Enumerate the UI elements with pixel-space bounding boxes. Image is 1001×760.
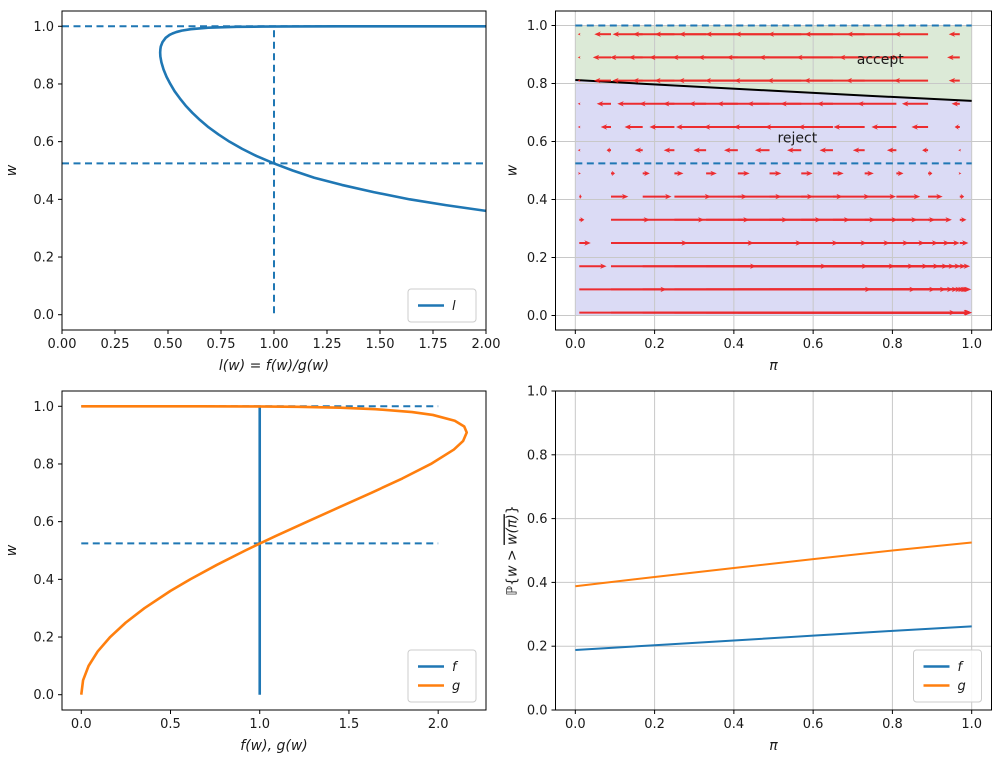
- y-tick-label: 0.6: [33, 135, 54, 150]
- x-axis-label: l(w) = f(w)/g(w): [219, 358, 329, 374]
- y-tick-label: 0.6: [33, 515, 54, 530]
- panel-top-left: 0.00 0.25 0.50 0.75 1.00 1.25 1.50 1.75 2.00 0.0 0…: [0, 0, 500, 380]
- panel-background: [0, 0, 500, 380]
- series-prob-f: [575, 625, 972, 652]
- y-tick-label: 0.4: [33, 193, 54, 208]
- y-tick-label: 0.4: [527, 576, 548, 591]
- legend: l: [407, 288, 477, 323]
- legend-label-l: l: [452, 299, 456, 314]
- accept-label: accept: [857, 52, 904, 68]
- series-prob-g: [575, 541, 972, 588]
- x-tick-label: 0.4: [724, 337, 745, 352]
- y-tick-label: 0.6: [527, 512, 548, 527]
- chart-top-left: 0.00 0.25 0.50 0.75 1.00 1.25 1.50 1.75 2.00 0.0 0…: [0, 0, 500, 380]
- y-tick-label: 0.0: [527, 704, 548, 719]
- panel-bottom-right: 0.0 0.2 0.4 0.6 0.8 1.0 0.0 0.2 0.4 0.6 0.8 1.0 π ℙ{w…: [500, 380, 1001, 760]
- y-tick-label: 0.2: [527, 640, 548, 655]
- axis-ticks: 0.0 0.2 0.4 0.6 0.8 1.0 0.0 0.2 0.4 0.6 0.8 1.0: [527, 19, 982, 352]
- panel-background: [0, 380, 500, 760]
- x-tick-label: 0.8: [882, 717, 903, 732]
- x-axis-label: π: [769, 738, 778, 754]
- axes-spines: [555, 390, 992, 711]
- x-tick-label: 0.0: [71, 717, 92, 732]
- legend: fg: [913, 649, 982, 703]
- y-tick-label: 1.0: [527, 19, 548, 34]
- axis-ticks: 0.00 0.25 0.50 0.75 1.00 1.25 1.50 1.75 2.00 0.0 0…: [33, 20, 500, 352]
- x-tick-label: 1.0: [961, 717, 982, 732]
- x-tick-label: 0.75: [207, 337, 236, 352]
- axes-spines: [61, 390, 487, 711]
- y-tick-label: 0.8: [527, 448, 548, 463]
- series-layer: [79, 404, 469, 695]
- x-tick-label: 0.8: [882, 337, 903, 352]
- y-tick-label: 0.8: [33, 457, 54, 472]
- x-tick-label: 2.00: [472, 337, 500, 352]
- axes-spines: [555, 10, 992, 331]
- series-layer: [575, 24, 972, 165]
- y-tick-label: 0.0: [527, 309, 548, 324]
- x-tick-label: 1.00: [260, 337, 289, 352]
- axis-ticks: 0.0 0.5 1.0 1.5 2.0 0.0 0.2 0.4 0.6 0.8 1.0: [33, 400, 448, 732]
- x-tick-label: 0.6: [803, 337, 824, 352]
- y-tick-label: 0.4: [33, 573, 54, 588]
- axis-ticks: 0.0 0.2 0.4 0.6 0.8 1.0 0.0 0.2 0.4 0.6 0.8 1.0: [527, 385, 982, 733]
- x-tick-label: 0.4: [724, 717, 745, 732]
- y-axis-label: w: [4, 544, 20, 556]
- x-tick-label: 0.5: [160, 717, 181, 732]
- y-tick-label: 0.4: [527, 193, 548, 208]
- x-tick-label: 0.6: [803, 717, 824, 732]
- accept-region: [575, 25, 972, 101]
- x-tick-label: 2.0: [428, 717, 449, 732]
- y-tick-label: 0.8: [527, 77, 548, 92]
- x-tick-label: 0.25: [101, 337, 130, 352]
- panel-top-right: accept reject 0.0 0.2 0.4 0.6 0.8 1.0 0.0 0.2 0.4 0…: [500, 0, 1001, 380]
- x-tick-label: 1.25: [313, 337, 342, 352]
- series-layer: [62, 24, 486, 314]
- x-tick-label: 0.0: [565, 717, 586, 732]
- y-tick-label: 0.0: [33, 308, 54, 323]
- y-tick-label: 0.6: [527, 135, 548, 150]
- x-tick-label: 1.75: [419, 337, 448, 352]
- y-tick-label: 1.0: [33, 400, 54, 415]
- x-tick-label: 1.5: [339, 717, 360, 732]
- x-tick-label: 1.0: [249, 717, 270, 732]
- x-tick-label: 0.50: [154, 337, 183, 352]
- legend-label-f: f: [958, 660, 965, 675]
- chart-bottom-right: 0.0 0.2 0.4 0.6 0.8 1.0 0.0 0.2 0.4 0.6 0.8 1.0 π ℙ{w…: [500, 380, 1001, 760]
- reject-region: [575, 80, 972, 316]
- x-tick-label: 0.2: [644, 337, 665, 352]
- series-layer: [575, 541, 972, 652]
- y-axis-label: w: [505, 164, 521, 176]
- quiver-layer: [577, 31, 972, 316]
- series-g-density: [79, 404, 469, 695]
- x-axis-label: π: [769, 358, 778, 374]
- series-threshold-wbar: [575, 79, 972, 102]
- series-l-curve: [158, 24, 486, 213]
- legend-label-g: g: [452, 679, 460, 694]
- y-axis-label: ℙ{w > w(π)}: [505, 505, 521, 596]
- y-tick-label: 0.2: [33, 631, 54, 646]
- x-tick-label: 0.0: [565, 337, 586, 352]
- legend-label-f: f: [452, 660, 459, 675]
- chart-bottom-left: 0.0 0.5 1.0 1.5 2.0 0.0 0.2 0.4 0.6 0.8 1.0 f(w), g…: [0, 380, 500, 760]
- legend: fg: [407, 649, 477, 703]
- y-tick-label: 0.0: [33, 688, 54, 703]
- x-tick-label: 0.2: [644, 717, 665, 732]
- x-tick-label: 1.50: [366, 337, 395, 352]
- x-axis-label: f(w), g(w): [240, 738, 307, 754]
- y-tick-label: 0.2: [33, 251, 54, 266]
- x-tick-label: 0.00: [48, 337, 77, 352]
- panel-bottom-left: 0.0 0.5 1.0 1.5 2.0 0.0 0.2 0.4 0.6 0.8 1.0 f(w), g…: [0, 380, 500, 760]
- y-axis-label: w: [4, 164, 20, 176]
- y-tick-label: 1.0: [527, 385, 548, 400]
- y-tick-label: 0.2: [527, 251, 548, 266]
- x-tick-label: 1.0: [961, 337, 982, 352]
- y-tick-label: 1.0: [33, 20, 54, 35]
- y-tick-label: 0.8: [33, 77, 54, 92]
- legend-label-g: g: [958, 679, 966, 694]
- reject-label: reject: [777, 131, 817, 147]
